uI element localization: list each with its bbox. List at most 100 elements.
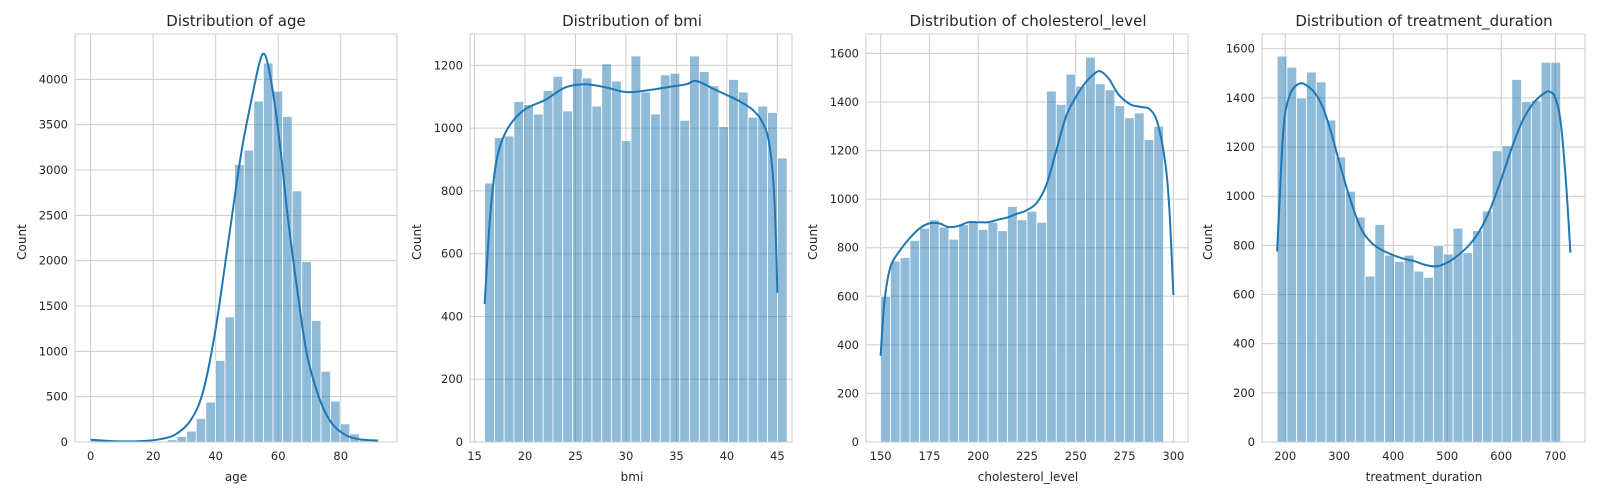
histogram-bar (737, 91, 749, 443)
y-axis-label: Count (1201, 224, 1215, 260)
histogram-bar (282, 116, 293, 443)
x-tick-label: 15 (467, 449, 482, 463)
x-tick-label: 30 (619, 449, 634, 463)
x-tick-label: 250 (1065, 449, 1087, 463)
histogram-bar (1452, 227, 1464, 443)
panel-treatment-duration: Distribution of treatment_duration treat… (1201, 12, 1586, 484)
chart-title: Distribution of bmi (562, 12, 702, 30)
chart-title: Distribution of cholesterol_level (909, 12, 1146, 31)
panel-bmi: Distribution of bmi bmi Count 0 200 400 600… (410, 12, 793, 484)
y-tick-label: 1000 (39, 344, 68, 358)
kde-line (90, 52, 379, 443)
histogram-bar (205, 401, 216, 443)
histogram-bar (630, 55, 642, 443)
histogram-bar (503, 135, 515, 443)
plot-frame (865, 33, 1189, 443)
x-tick-label: 175 (918, 449, 940, 463)
y-axis-label: Count (15, 224, 29, 260)
y-tick-label: 3000 (39, 163, 68, 177)
histogram-bar (1306, 71, 1317, 443)
histogram-bar (1501, 145, 1513, 443)
plot-frame (469, 33, 793, 443)
histogram-bar (747, 116, 759, 443)
histogram-bar (708, 85, 720, 443)
histogram-bar (1065, 73, 1077, 443)
histogram-bar (1442, 253, 1454, 443)
y-tick-label: 500 (46, 390, 68, 404)
histogram-bar (1325, 119, 1337, 443)
histogram-bar (919, 227, 930, 443)
y-tick-label: 1000 (434, 121, 463, 135)
x-tick-label: 150 (870, 449, 892, 463)
y-tick-label: 600 (837, 289, 859, 303)
y-axis-label: Count (806, 224, 820, 260)
histogram-bar (1345, 190, 1356, 443)
histogram-bar (176, 436, 188, 443)
histogram-bar (493, 137, 505, 443)
histogram-bar (938, 226, 950, 443)
y-tick-label: 1400 (830, 95, 859, 109)
histogram-bar (659, 74, 671, 443)
y-tick-label: 200 (441, 372, 463, 386)
histogram-bar (1374, 224, 1386, 443)
x-tick-label: 60 (271, 449, 286, 463)
histogram-bar (1075, 85, 1086, 443)
y-tick-label: 1600 (1226, 42, 1255, 56)
histogram-bar (1153, 125, 1165, 443)
histogram-bar (234, 164, 245, 443)
histogram-bar (1364, 275, 1376, 443)
histogram-bar (669, 72, 681, 443)
plot-frame (74, 33, 398, 443)
histogram-bar (1114, 105, 1125, 443)
histogram-bar (214, 359, 226, 443)
histogram-bar (1055, 104, 1067, 443)
kde-line (1276, 82, 1572, 268)
histogram-bar (1286, 66, 1298, 443)
y-tick-label: 0 (852, 435, 859, 449)
chart-title: Distribution of treatment_duration (1295, 12, 1552, 31)
kde-line (483, 79, 779, 304)
histogram-bar (611, 80, 622, 443)
y-tick-label: 400 (441, 309, 463, 323)
x-tick-label: 225 (1016, 449, 1038, 463)
histogram-bar (523, 104, 534, 443)
histogram-bar (1550, 61, 1562, 443)
histogram-bar (253, 100, 264, 443)
histogram-bar (899, 257, 911, 443)
y-tick-label: 2500 (39, 208, 68, 222)
x-tick-label: 40 (208, 449, 223, 463)
histogram-bar (1143, 139, 1155, 443)
histogram-bar (889, 260, 901, 443)
histogram-bar (1354, 216, 1366, 443)
x-tick-label: 700 (1544, 449, 1566, 463)
y-tick-label: 1000 (1226, 189, 1255, 203)
histogram-bar (968, 221, 979, 443)
histogram-bar (929, 219, 940, 443)
histogram-bar (1085, 56, 1096, 443)
histogram-bar (533, 113, 544, 443)
y-tick-label: 1500 (39, 299, 68, 313)
kde-line (879, 70, 1175, 356)
histogram-bar (679, 119, 690, 443)
histogram-bar (620, 140, 632, 443)
histogram-bar (591, 105, 603, 443)
histogram-bar (1394, 260, 1405, 443)
histogram-bar (698, 71, 710, 443)
y-tick-label: 400 (1233, 337, 1255, 351)
histogram-bar (552, 75, 564, 443)
y-tick-label: 0 (456, 435, 463, 449)
histogram-bar (958, 224, 969, 443)
chart-title: Distribution of age (166, 12, 305, 30)
histogram-bar (562, 110, 573, 443)
histogram-bar (1016, 219, 1028, 443)
histogram-bar (948, 238, 960, 443)
x-axis-label: cholesterol_level (978, 470, 1078, 484)
x-axis-label: treatment_duration (1366, 470, 1483, 484)
y-tick-label: 800 (441, 184, 463, 198)
histogram-bar (1540, 61, 1552, 443)
x-tick-label: 300 (1328, 449, 1350, 463)
y-tick-label: 1200 (434, 58, 463, 72)
x-axis-label: bmi (621, 470, 644, 484)
histogram-bar (1104, 89, 1116, 443)
x-tick-label: 25 (568, 449, 583, 463)
